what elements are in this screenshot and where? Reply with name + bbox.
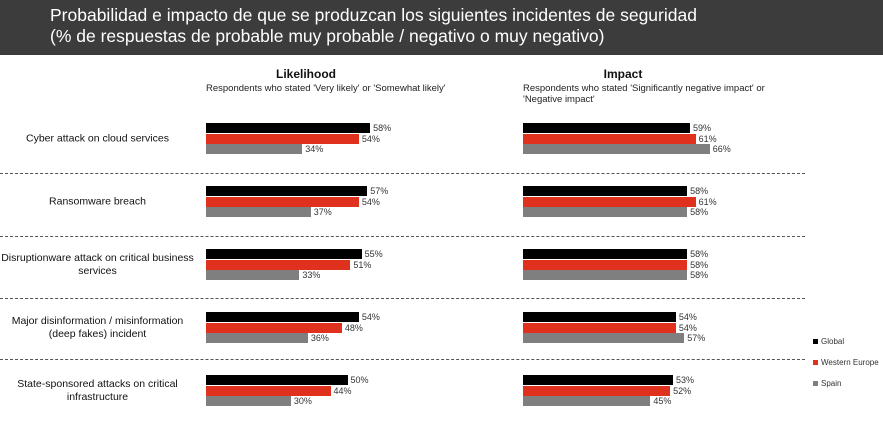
value-label: 58%: [373, 123, 392, 133]
bar-spain: [523, 396, 651, 407]
bar-western-europe: [206, 385, 331, 396]
value-label: 54%: [361, 133, 380, 144]
category-label: Disruptionware attack on critical busine…: [1, 252, 194, 277]
value-label: 52%: [673, 385, 692, 396]
bar-global: [523, 312, 676, 322]
bar-spain: [523, 270, 688, 281]
value-label: 48%: [344, 322, 363, 333]
bar-spain: [206, 333, 308, 344]
legend-item: Western Europe: [813, 358, 879, 367]
value-label: 37%: [313, 207, 332, 218]
legend-swatch: [813, 360, 818, 365]
value-label: 57%: [370, 186, 389, 196]
bar-global: [523, 123, 690, 133]
chart-subtitle: (% de respuestas de probable muy probabl…: [50, 26, 605, 46]
value-label: 57%: [687, 333, 706, 344]
value-label: 50%: [350, 375, 369, 385]
value-label: 58%: [690, 186, 709, 196]
panel-subtitle: Respondents who stated 'Significantly ne…: [523, 83, 765, 105]
bar-western-europe: [523, 322, 676, 333]
value-label: 36%: [310, 333, 329, 344]
bar-global: [206, 312, 359, 322]
row-divider: [0, 298, 805, 299]
value-label: 51%: [353, 259, 372, 270]
value-label: 55%: [364, 249, 383, 259]
bar-western-europe: [523, 259, 688, 270]
legend-label: Western Europe: [821, 358, 879, 367]
panel-title: Impact: [603, 67, 643, 81]
category-label: State-sponsored attacks on critical infr…: [17, 378, 178, 403]
row-divider: [0, 173, 805, 174]
legend-swatch: [813, 339, 818, 344]
value-label: 54%: [361, 196, 380, 207]
bar-western-europe: [523, 385, 671, 396]
bar-global: [206, 375, 348, 385]
bar-spain: [206, 207, 311, 218]
bar-spain: [206, 270, 300, 281]
value-label: 61%: [698, 196, 717, 207]
bar-spain: [523, 207, 688, 218]
bar-western-europe: [206, 259, 351, 270]
bar-spain: [523, 333, 685, 344]
legend-item: Spain: [813, 379, 841, 388]
panel-subtitle: Respondents who stated 'Very likely' or …: [206, 83, 446, 94]
bar-western-europe: [523, 133, 696, 144]
value-label: 33%: [302, 270, 321, 281]
category-label: Major disinformation / misinformation (d…: [11, 315, 184, 340]
value-label: 66%: [712, 144, 731, 155]
value-label: 53%: [675, 375, 694, 385]
panel-title: Likelihood: [276, 67, 336, 81]
value-label: 58%: [690, 259, 709, 270]
bar-global: [523, 375, 673, 385]
bar-global: [206, 249, 362, 259]
bar-western-europe: [206, 133, 359, 144]
legend-label: Spain: [821, 379, 842, 388]
chart-title: Probabilidad e impacto de que se produzc…: [50, 5, 697, 25]
value-label: 58%: [690, 249, 709, 259]
bar-western-europe: [206, 196, 359, 207]
legend-item: Global: [813, 337, 844, 346]
value-label: 58%: [690, 207, 709, 218]
category-label: Cyber attack on cloud services: [26, 132, 169, 145]
category-label: Ransomware breach: [49, 195, 146, 208]
bar-global: [206, 186, 368, 196]
legend-swatch: [813, 381, 818, 386]
value-label: 45%: [653, 396, 672, 407]
value-label: 44%: [333, 385, 352, 396]
value-label: 59%: [692, 123, 711, 133]
row-divider: [0, 359, 805, 360]
bar-western-europe: [523, 196, 696, 207]
legend-label: Global: [821, 337, 845, 346]
bar-spain: [206, 396, 291, 407]
value-label: 54%: [678, 312, 697, 322]
bar-spain: [206, 144, 303, 155]
chart-header: Probabilidad e impacto de que se produzc…: [0, 0, 883, 55]
row-divider: [0, 236, 805, 237]
value-label: 54%: [678, 322, 697, 333]
value-label: 54%: [361, 312, 380, 322]
value-label: 61%: [698, 133, 717, 144]
bar-global: [523, 249, 688, 259]
value-label: 30%: [293, 396, 312, 407]
bar-global: [523, 186, 688, 196]
bar-spain: [523, 144, 710, 155]
value-label: 34%: [305, 144, 324, 155]
bar-western-europe: [206, 322, 342, 333]
bar-global: [206, 123, 371, 133]
value-label: 58%: [690, 270, 709, 281]
